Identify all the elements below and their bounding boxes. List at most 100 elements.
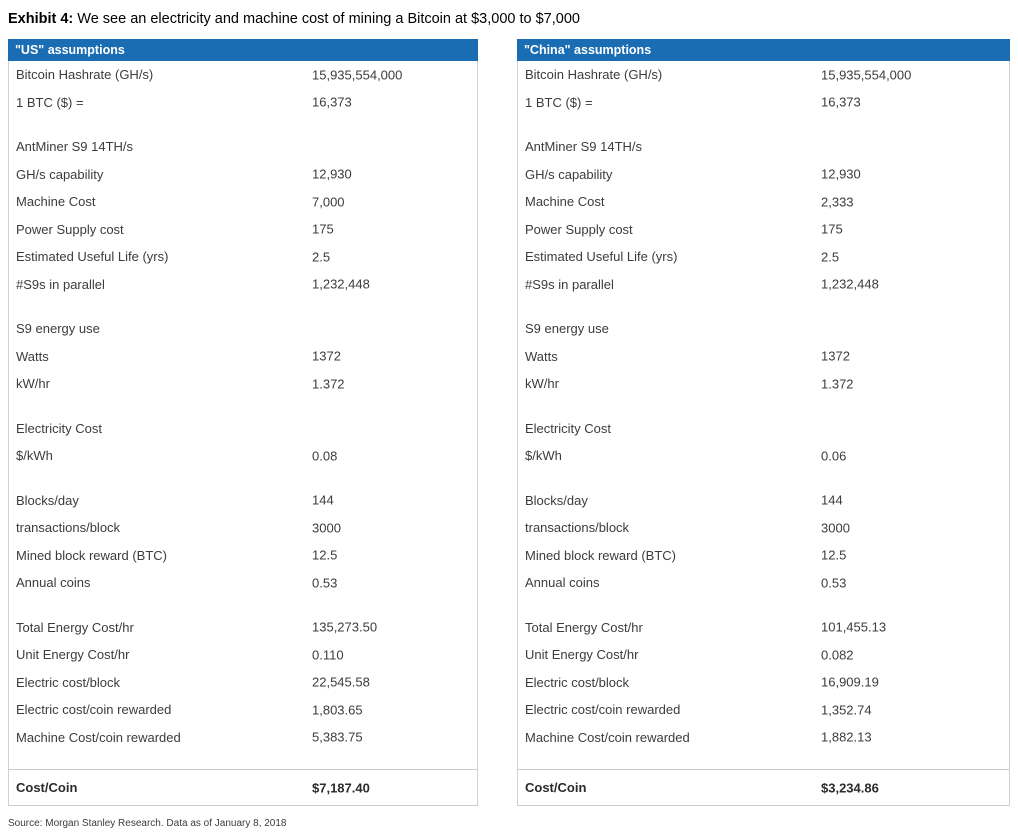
row-spacer — [518, 751, 1009, 768]
table-row: Power Supply cost 175 — [518, 216, 1009, 244]
table-row: Mined block reward (BTC) 12.5 — [9, 542, 477, 570]
exhibit-number: Exhibit 4: — [8, 11, 74, 27]
panel-header-us: "US" assumptions — [8, 39, 478, 61]
row-label: S9 energy use — [525, 321, 609, 337]
row-label: GH/s capability — [525, 166, 613, 182]
table-row: Unit Energy Cost/hr 0.082 — [518, 641, 1009, 669]
row-label: Bitcoin Hashrate (GH/s) — [525, 67, 663, 83]
row-label: Bitcoin Hashrate (GH/s) — [16, 67, 154, 83]
row-label: Electricity Cost — [525, 420, 611, 436]
row-label: kW/hr — [16, 376, 50, 392]
row-spacer — [9, 116, 477, 133]
table-row: GH/s capability 12,930 — [9, 161, 477, 189]
row-value: 1,882.13 — [821, 729, 872, 745]
page-title: Exhibit 4: We see an electricity and mach… — [8, 10, 1010, 28]
row-label: Blocks/day — [525, 492, 588, 508]
table-row: Watts 1372 — [518, 343, 1009, 371]
row-value: 175 — [312, 221, 334, 237]
row-label: Power Supply cost — [525, 221, 633, 237]
table-row: S9 energy use — [518, 315, 1009, 343]
row-value: $3,234.86 — [821, 780, 879, 795]
table-row: Unit Energy Cost/hr 0.110 — [9, 641, 477, 669]
table-row: Electricity Cost — [518, 415, 1009, 443]
row-spacer — [518, 298, 1009, 315]
table-row: Estimated Useful Life (yrs) 2.5 — [9, 243, 477, 271]
table-row: Electric cost/block 22,545.58 — [9, 669, 477, 697]
table-row: transactions/block 3000 — [518, 514, 1009, 542]
row-label: Total Energy Cost/hr — [525, 619, 643, 635]
table-row: Blocks/day 144 — [9, 487, 477, 515]
row-spacer — [9, 398, 477, 415]
row-spacer — [9, 470, 477, 487]
panel-rows-us: Bitcoin Hashrate (GH/s) 15,935,554,000 1 B… — [8, 61, 478, 806]
table-row: kW/hr 1.372 — [518, 370, 1009, 398]
row-label: AntMiner S9 14TH/s — [525, 139, 643, 155]
row-value: 16,373 — [312, 94, 352, 110]
table-row: $/kWh 0.08 — [9, 442, 477, 470]
table-row: Bitcoin Hashrate (GH/s) 15,935,554,000 — [9, 61, 477, 89]
row-value: 12.5 — [312, 547, 338, 563]
table-row: Blocks/day 144 — [518, 487, 1009, 515]
total-row: Cost/Coin $3,234.86 — [518, 769, 1009, 806]
row-value: 0.06 — [821, 448, 847, 464]
row-label: Electric cost/coin rewarded — [16, 702, 172, 718]
table-row: transactions/block 3000 — [9, 514, 477, 542]
row-value: 0.110 — [312, 647, 344, 663]
row-value: 3000 — [821, 520, 850, 536]
table-row: Electric cost/coin rewarded 1,352.74 — [518, 696, 1009, 724]
assumptions-panel-us: "US" assumptions Bitcoin Hashrate (GH/s)… — [8, 39, 478, 806]
assumptions-panel-china: "China" assumptions Bitcoin Hashrate (GH… — [517, 39, 1010, 806]
row-value: 15,935,554,000 — [312, 67, 403, 83]
table-row: $/kWh 0.06 — [518, 442, 1009, 470]
row-label: S9 energy use — [16, 321, 100, 337]
row-label: 1 BTC ($) = — [16, 94, 84, 110]
row-label: transactions/block — [525, 520, 630, 536]
table-row: Estimated Useful Life (yrs) 2.5 — [518, 243, 1009, 271]
table-row: Machine Cost/coin rewarded 5,383.75 — [9, 724, 477, 752]
row-label: AntMiner S9 14TH/s — [16, 139, 134, 155]
row-label: Mined block reward (BTC) — [525, 547, 676, 563]
table-row: Electric cost/coin rewarded 1,803.65 — [9, 696, 477, 724]
table-row: Electric cost/block 16,909.19 — [518, 669, 1009, 697]
row-label: Electric cost/block — [16, 674, 121, 690]
row-value: 22,545.58 — [312, 674, 370, 690]
row-value: 135,273.50 — [312, 619, 378, 635]
row-spacer — [9, 597, 477, 614]
panel-header-china: "China" assumptions — [517, 39, 1010, 61]
row-value: 144 — [312, 492, 334, 508]
row-spacer — [9, 298, 477, 315]
row-value: 15,935,554,000 — [821, 67, 912, 83]
row-value: 0.53 — [821, 575, 847, 591]
row-value: 16,373 — [821, 94, 861, 110]
row-value: 1.372 — [821, 376, 854, 392]
row-value: 1372 — [821, 348, 850, 364]
table-row: 1 BTC ($) = 16,373 — [518, 89, 1009, 117]
row-spacer — [518, 116, 1009, 133]
row-value: 1,352.74 — [821, 702, 872, 718]
assumptions-tables: "US" assumptions Bitcoin Hashrate (GH/s)… — [8, 39, 1010, 806]
row-label: #S9s in parallel — [16, 276, 105, 292]
row-label: Estimated Useful Life (yrs) — [525, 249, 678, 265]
row-label: Mined block reward (BTC) — [16, 547, 167, 563]
table-row: Machine Cost 2,333 — [518, 188, 1009, 216]
table-row: Machine Cost/coin rewarded 1,882.13 — [518, 724, 1009, 752]
row-label: Watts — [525, 348, 558, 364]
row-label: 1 BTC ($) = — [525, 94, 593, 110]
row-value: 2.5 — [821, 249, 840, 265]
row-value: 0.082 — [821, 647, 854, 663]
table-row: Power Supply cost 175 — [9, 216, 477, 244]
row-value: 0.53 — [312, 575, 338, 591]
row-label: transactions/block — [16, 520, 121, 536]
row-value: 16,909.19 — [821, 674, 879, 690]
row-label: Machine Cost — [16, 194, 96, 210]
row-label: Cost/Coin — [16, 780, 78, 795]
table-row: Total Energy Cost/hr 101,455.13 — [518, 614, 1009, 642]
row-label: Unit Energy Cost/hr — [525, 647, 639, 663]
row-value: 7,000 — [312, 194, 345, 210]
row-label: GH/s capability — [16, 166, 104, 182]
row-spacer — [518, 470, 1009, 487]
row-value: 1372 — [312, 348, 341, 364]
row-value: 1,803.65 — [312, 702, 363, 718]
row-value: 1.372 — [312, 376, 345, 392]
table-row: Mined block reward (BTC) 12.5 — [518, 542, 1009, 570]
